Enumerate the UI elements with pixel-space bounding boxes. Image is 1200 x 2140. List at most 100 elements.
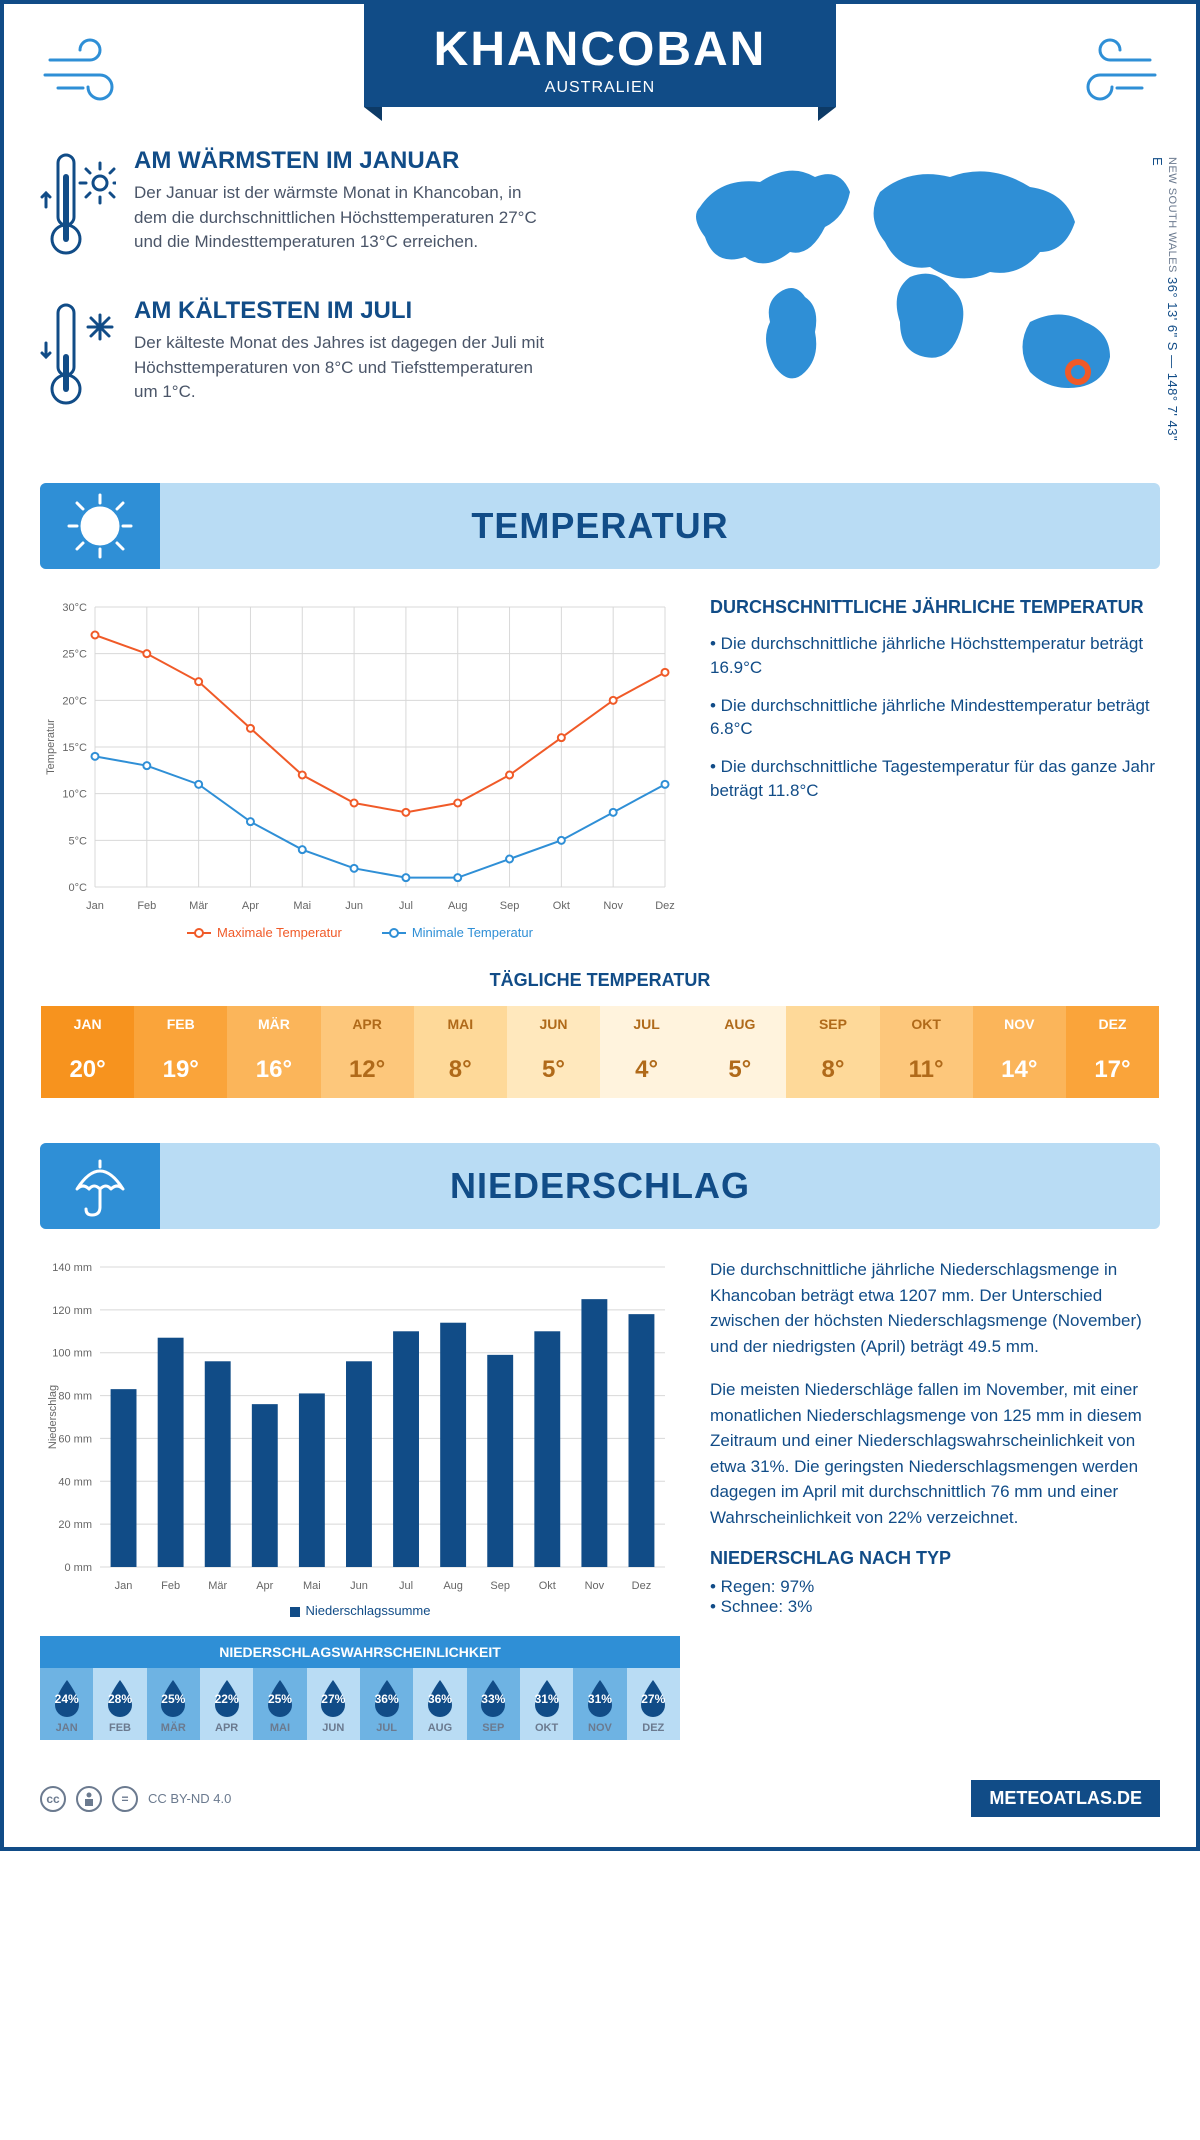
warmest-title: AM WÄRMSTEN IM JANUAR xyxy=(134,147,554,175)
svg-text:40 mm: 40 mm xyxy=(58,1476,92,1488)
svg-text:Okt: Okt xyxy=(553,900,570,912)
raindrop-icon: 28% xyxy=(105,1678,135,1718)
svg-text:Mai: Mai xyxy=(303,1580,321,1592)
prob-cell: 31% NOV xyxy=(573,1668,626,1740)
svg-text:100 mm: 100 mm xyxy=(52,1348,92,1360)
region-label: NEW SOUTH WALES xyxy=(1166,157,1178,273)
svg-text:Niederschlag: Niederschlag xyxy=(47,1385,59,1449)
daily-temp-title: TÄGLICHE TEMPERATUR xyxy=(40,970,1160,991)
svg-text:20°C: 20°C xyxy=(62,695,87,707)
facts-title: DURCHSCHNITTLICHE JÄHRLICHE TEMPERATUR xyxy=(710,597,1160,618)
coldest-title: AM KÄLTESTEN IM JULI xyxy=(134,297,554,325)
raindrop-icon: 27% xyxy=(638,1678,668,1718)
prob-cell: 25% MÄR xyxy=(147,1668,200,1740)
svg-text:Jul: Jul xyxy=(399,1580,413,1592)
wind-icon xyxy=(40,30,150,110)
temperature-section-header: TEMPERATUR xyxy=(40,483,1160,569)
daily-cell: MÄR 16° xyxy=(227,1006,320,1098)
precipitation-title: NIEDERSCHLAG xyxy=(40,1165,1160,1207)
warmest-block: AM WÄRMSTEN IM JANUAR Der Januar ist der… xyxy=(40,147,630,267)
umbrella-icon xyxy=(40,1143,160,1229)
bytype-item: • Regen: 97% xyxy=(710,1577,1160,1597)
prob-cell: 27% JUN xyxy=(307,1668,360,1740)
prob-cell: 27% DEZ xyxy=(627,1668,680,1740)
by-icon xyxy=(76,1786,102,1812)
bytype-item: • Schnee: 3% xyxy=(710,1597,1160,1617)
svg-text:Mär: Mär xyxy=(189,900,208,912)
thermometer-cold-icon xyxy=(40,297,116,417)
legend-min: Minimale Temperatur xyxy=(412,925,533,940)
raindrop-icon: 36% xyxy=(425,1678,455,1718)
daily-temperature-strip: JAN 20°FEB 19°MÄR 16°APR 12°MAI 8°JUN 5°… xyxy=(40,1005,1160,1099)
site-badge: METEOATLAS.DE xyxy=(971,1780,1160,1817)
title-banner: KHANCOBAN AUSTRALIEN xyxy=(364,4,837,107)
fact-item: • Die durchschnittliche Tagestemperatur … xyxy=(710,755,1160,803)
raindrop-icon: 36% xyxy=(372,1678,402,1718)
world-map: NEW SOUTH WALES 36° 13' 6" S — 148° 7' 4… xyxy=(660,147,1160,447)
prob-cell: 36% JUL xyxy=(360,1668,413,1740)
license-label: CC BY-ND 4.0 xyxy=(148,1791,231,1806)
svg-text:Jan: Jan xyxy=(115,1580,133,1592)
svg-text:80 mm: 80 mm xyxy=(58,1391,92,1403)
svg-text:Mär: Mär xyxy=(208,1580,227,1592)
sun-icon xyxy=(40,483,160,569)
daily-cell: AUG 5° xyxy=(693,1006,786,1098)
nd-icon: = xyxy=(112,1786,138,1812)
svg-text:Okt: Okt xyxy=(539,1580,556,1592)
precipitation-probability-box: NIEDERSCHLAGSWAHRSCHEINLICHKEIT 24% JAN … xyxy=(40,1636,680,1740)
raindrop-icon: 25% xyxy=(265,1678,295,1718)
legend-max: Maximale Temperatur xyxy=(217,925,342,940)
warmest-text: Der Januar ist der wärmste Monat in Khan… xyxy=(134,181,554,255)
raindrop-icon: 31% xyxy=(532,1678,562,1718)
fact-item: • Die durchschnittliche jährliche Höchst… xyxy=(710,632,1160,680)
svg-text:Apr: Apr xyxy=(242,900,259,912)
svg-text:Aug: Aug xyxy=(448,900,468,912)
bar-legend: Niederschlagssumme xyxy=(306,1603,431,1618)
bytype-title: NIEDERSCHLAG NACH TYP xyxy=(710,1548,1160,1569)
svg-text:Apr: Apr xyxy=(256,1580,273,1592)
coldest-text: Der kälteste Monat des Jahres ist dagege… xyxy=(134,331,554,405)
svg-text:Jun: Jun xyxy=(345,900,363,912)
daily-cell: OKT 11° xyxy=(880,1006,973,1098)
precip-paragraph: Die meisten Niederschläge fallen im Nove… xyxy=(710,1377,1160,1530)
temperature-facts: DURCHSCHNITTLICHE JÄHRLICHE TEMPERATUR •… xyxy=(710,597,1160,940)
precip-paragraph: Die durchschnittliche jährliche Niedersc… xyxy=(710,1257,1160,1359)
raindrop-icon: 31% xyxy=(585,1678,615,1718)
prob-title: NIEDERSCHLAGSWAHRSCHEINLICHKEIT xyxy=(40,1636,680,1668)
daily-cell: JAN 20° xyxy=(41,1006,134,1098)
svg-text:15°C: 15°C xyxy=(62,742,87,754)
coldest-block: AM KÄLTESTEN IM JULI Der kälteste Monat … xyxy=(40,297,630,417)
daily-cell: SEP 8° xyxy=(786,1006,879,1098)
prob-cell: 31% OKT xyxy=(520,1668,573,1740)
raindrop-icon: 33% xyxy=(478,1678,508,1718)
precipitation-bar-chart: 0 mm20 mm40 mm60 mm80 mm100 mm120 mm140 … xyxy=(40,1257,680,1740)
svg-text:Jan: Jan xyxy=(86,900,104,912)
daily-cell: FEB 19° xyxy=(134,1006,227,1098)
prob-cell: 28% FEB xyxy=(93,1668,146,1740)
thermometer-hot-icon xyxy=(40,147,116,267)
svg-text:Dez: Dez xyxy=(655,900,675,912)
temperature-title: TEMPERATUR xyxy=(40,505,1160,547)
svg-text:140 mm: 140 mm xyxy=(52,1262,92,1274)
prob-cell: 24% JAN xyxy=(40,1668,93,1740)
raindrop-icon: 25% xyxy=(158,1678,188,1718)
raindrop-icon: 27% xyxy=(318,1678,348,1718)
svg-text:5°C: 5°C xyxy=(69,835,88,847)
svg-text:120 mm: 120 mm xyxy=(52,1305,92,1317)
svg-text:Aug: Aug xyxy=(443,1580,463,1592)
page-footer: cc = CC BY-ND 4.0 METEOATLAS.DE xyxy=(40,1780,1160,1817)
prob-cell: 33% SEP xyxy=(467,1668,520,1740)
raindrop-icon: 24% xyxy=(52,1678,82,1718)
daily-cell: APR 12° xyxy=(321,1006,414,1098)
page-title: KHANCOBAN xyxy=(434,22,767,77)
temperature-line-chart: 0°C5°C10°C15°C20°C25°C30°CJanFebMärAprMa… xyxy=(40,597,680,940)
cc-icon: cc xyxy=(40,1786,66,1812)
svg-text:Jun: Jun xyxy=(350,1580,368,1592)
wind-icon xyxy=(1050,30,1160,110)
intro-section: AM WÄRMSTEN IM JANUAR Der Januar ist der… xyxy=(40,147,1160,447)
svg-text:20 mm: 20 mm xyxy=(58,1519,92,1531)
svg-text:Feb: Feb xyxy=(137,900,156,912)
daily-cell: DEZ 17° xyxy=(1066,1006,1159,1098)
page-subtitle: AUSTRALIEN xyxy=(434,79,767,97)
precipitation-section-header: NIEDERSCHLAG xyxy=(40,1143,1160,1229)
